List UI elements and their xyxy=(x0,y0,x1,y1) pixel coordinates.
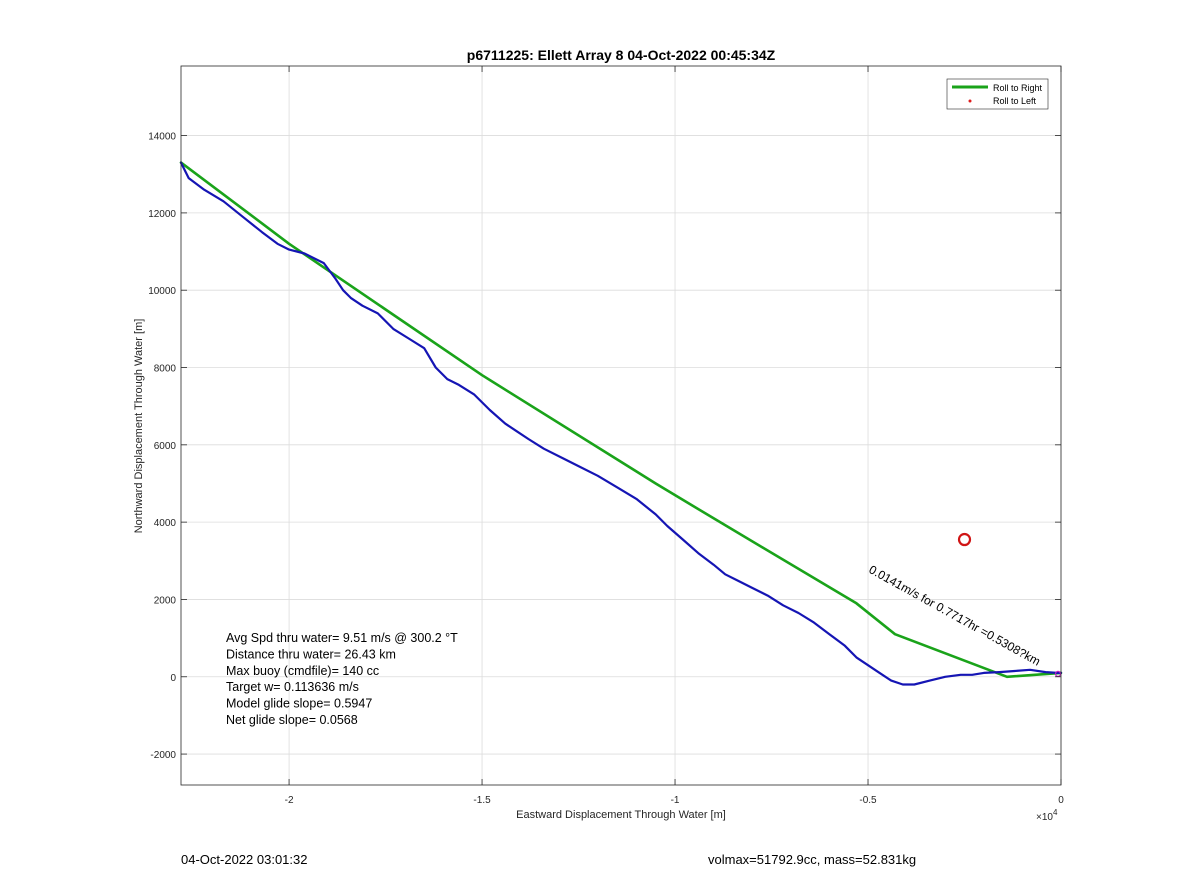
stat-line: Avg Spd thru water= 9.51 m/s @ 300.2 °T xyxy=(226,631,458,645)
x-tick-label: -2 xyxy=(285,795,294,806)
y-tick-label: 0 xyxy=(170,673,176,684)
ticks: -2 -1.5 -1 -0.5 0 -2000 0 2000 4000 6000 8000 10000… xyxy=(148,66,1064,806)
stats-block: Avg Spd thru water= 9.51 m/s @ 300.2 °T D… xyxy=(226,631,458,727)
y-tick-label: 2000 xyxy=(154,595,177,606)
y-tick-label: -2000 xyxy=(150,750,176,761)
x-axis-exponent-base: ×10 xyxy=(1036,812,1053,823)
stat-line: Target w= 0.113636 m/s xyxy=(226,680,359,694)
y-tick-label: 14000 xyxy=(148,132,176,143)
legend-box xyxy=(946,78,1049,110)
x-axis-label: Eastward Displacement Through Water [m] xyxy=(516,809,726,821)
x-tick-label: -0.5 xyxy=(859,795,877,806)
legend: Roll to Right Roll to Left xyxy=(946,78,1049,110)
grid-lines xyxy=(181,66,1062,785)
y-tick-label: 4000 xyxy=(154,518,177,529)
x-axis-exponent-power: 4 xyxy=(1053,808,1058,817)
axes-box xyxy=(180,65,1062,786)
legend-label-roll-right: Roll to Right xyxy=(993,83,1043,93)
x-tick-label: -1 xyxy=(671,795,680,806)
legend-swatch-roll-left xyxy=(968,99,972,103)
stat-line: Distance thru water= 26.43 km xyxy=(226,647,396,661)
plot-area xyxy=(181,66,1061,785)
chart-title: p6711225: Ellett Array 8 04-Oct-2022 00:… xyxy=(467,47,776,63)
footer-volume-mass: volmax=51792.9cc, mass=52.831kg xyxy=(708,852,917,867)
series-roll-to-right-line xyxy=(179,161,1063,679)
y-tick-label: 12000 xyxy=(148,209,176,220)
target-circle-marker xyxy=(957,532,972,547)
series-track-line xyxy=(179,161,1063,686)
footer-date: 04-Oct-2022 03:01:32 xyxy=(181,852,308,867)
stat-line: Max buoy (cmdfile)= 140 cc xyxy=(226,664,379,678)
y-tick-label: 8000 xyxy=(154,364,177,375)
y-axis-label: Northward Displacement Through Water [m] xyxy=(133,319,145,534)
stat-line: Model glide slope= 0.5947 xyxy=(226,697,372,711)
x-tick-label: -1.5 xyxy=(473,795,491,806)
stat-line: Net glide slope= 0.0568 xyxy=(226,713,358,727)
legend-label-roll-left: Roll to Left xyxy=(993,96,1037,106)
x-tick-label: 0 xyxy=(1058,795,1064,806)
y-tick-label: 6000 xyxy=(154,441,177,452)
y-tick-label: 10000 xyxy=(148,286,176,297)
x-axis-exponent: ×104 xyxy=(1036,808,1058,823)
